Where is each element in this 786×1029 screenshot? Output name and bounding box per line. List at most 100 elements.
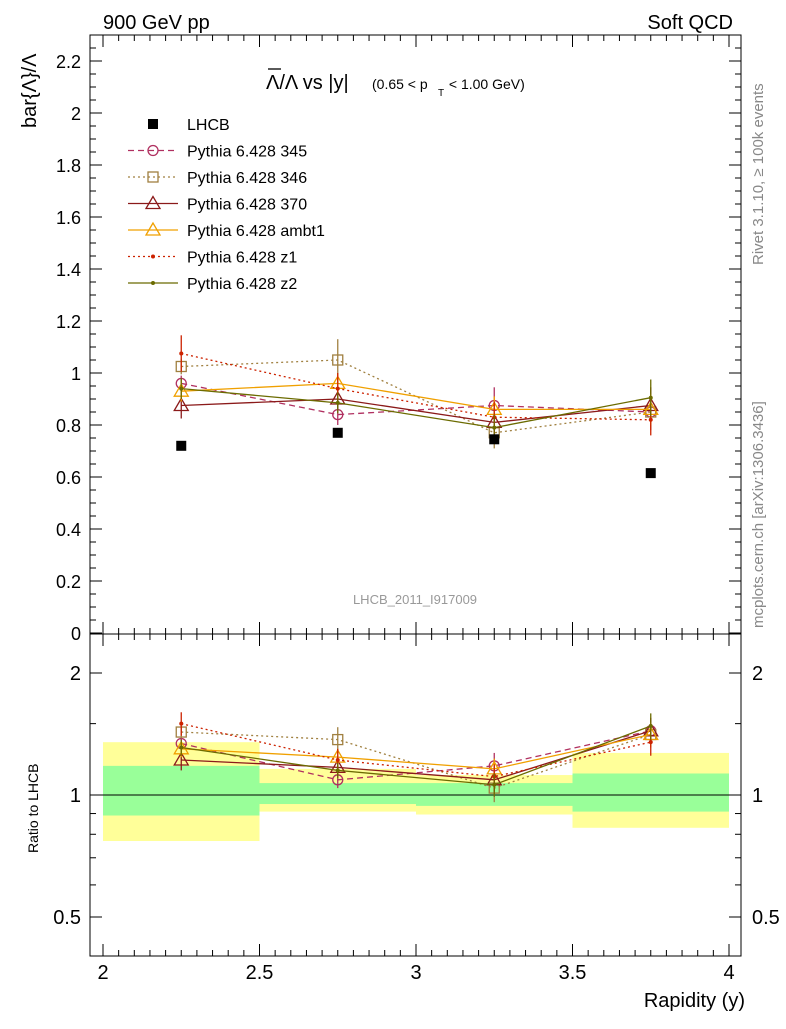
legend-entry: LHCB xyxy=(148,117,230,134)
main-y-tick-label: 0.4 xyxy=(56,520,81,540)
main-y-tick-label: 0.6 xyxy=(56,468,81,488)
legend-label: Pythia 6.428 z2 xyxy=(187,276,297,293)
series-line xyxy=(181,398,651,424)
ratio-series-point xyxy=(179,721,184,726)
ratio-band-green xyxy=(259,783,416,805)
series-5 xyxy=(179,378,653,441)
legend-entry: Pythia 6.428 370 xyxy=(128,195,307,214)
x-tick-label: 3.5 xyxy=(559,962,587,984)
legend-marker xyxy=(151,254,155,259)
lhcb-data-point xyxy=(332,427,343,438)
series-line xyxy=(181,352,651,421)
ratio-series-point xyxy=(179,745,184,750)
legend-marker xyxy=(147,144,159,157)
legend-entry: Pythia 6.428 z2 xyxy=(128,276,297,293)
legend-label: Pythia 6.428 ambt1 xyxy=(187,223,325,240)
ratio-band-green xyxy=(572,773,729,812)
legend-label: LHCB xyxy=(187,117,230,134)
plot-title-bin-suffix: < 1.00 GeV) xyxy=(445,76,525,92)
legend-entry: Pythia 6.428 z1 xyxy=(128,250,297,267)
ratio-y-tick-label: 1 xyxy=(70,785,81,807)
main-y-tick-label: 0 xyxy=(71,624,81,644)
ratio-series-point xyxy=(335,758,340,763)
lhcb-data-point xyxy=(489,434,500,445)
series-line xyxy=(181,382,651,411)
ratio-y-ticks: 0.5 0.5 1 1 2 2 xyxy=(53,663,780,929)
ratio-series-line xyxy=(181,730,651,781)
plot-title-bin-sub: T xyxy=(438,88,444,99)
x-tick-label: 2 xyxy=(97,962,108,984)
legend-label: Pythia 6.428 345 xyxy=(187,144,307,161)
main-y-tick-label: 0.2 xyxy=(56,572,81,592)
series-point xyxy=(179,351,184,356)
main-series-layer xyxy=(173,335,659,479)
header-right-label: Soft QCD xyxy=(647,12,733,34)
legend-marker xyxy=(144,221,162,236)
rivet-version-label: Rivet 3.1.10, ≥ 100k events xyxy=(750,83,767,265)
legend-marker xyxy=(148,119,158,129)
main-y-tick-label: 2 xyxy=(71,104,81,124)
ratio-y-tick-label-right: 0.5 xyxy=(752,907,780,929)
ratio-uncertainty-bands xyxy=(103,742,729,842)
series-point xyxy=(179,386,184,391)
ratio-y-axis-label: Ratio to LHCB xyxy=(25,764,41,853)
series-3 xyxy=(173,373,659,425)
x-tick-label: 3 xyxy=(410,962,421,984)
ratio-series-point xyxy=(492,782,497,787)
main-y-tick-label: 1.4 xyxy=(56,260,81,280)
x-axis-label: Rapidity (y) xyxy=(644,990,745,1012)
main-y-tick-label: 0.8 xyxy=(56,416,81,436)
ratio-series-point xyxy=(332,733,344,746)
ratio-series-line xyxy=(181,733,651,770)
x-tick-label: 4 xyxy=(723,962,734,984)
legend-label: Pythia 6.428 z1 xyxy=(187,250,297,267)
series-point xyxy=(492,425,497,430)
ratio-series-point xyxy=(335,768,340,773)
plot-title-main: Λ/Λ vs |y| xyxy=(266,72,349,94)
main-y-tick-label: 1.8 xyxy=(56,156,81,176)
ratio-y-tick-label: 0.5 xyxy=(53,907,81,929)
legend-label: Pythia 6.428 346 xyxy=(187,170,307,187)
series-line xyxy=(181,387,651,429)
main-y-ticks: 0 0.2 0.4 0.6 0.8 1 1.2 1.4 1.6 1.8 2 2.2 xyxy=(56,47,741,644)
ratio-y-tick-label-right: 2 xyxy=(752,663,763,685)
x-tick-label: 2.5 xyxy=(246,962,274,984)
legend: LHCB Pythia 6.428 345 Pythia 6.428 346 Pyth… xyxy=(128,117,325,293)
main-y-axis-label: bar{Λ}/Λ xyxy=(19,53,41,128)
main-plot-panel: LHCB_2011_I917009 Λ/Λ vs |y| (0.65 < p T… xyxy=(19,34,742,644)
series-point xyxy=(648,417,653,422)
mcplots-label: mcplots.cern.ch [arXiv:1306.3436] xyxy=(750,401,767,628)
ratio-series-point xyxy=(648,723,653,728)
ratio-series-5 xyxy=(179,713,653,797)
ratio-band-green xyxy=(103,765,260,816)
main-y-tick-label: 1.2 xyxy=(56,312,81,332)
header-left-label: 900 GeV pp xyxy=(103,12,210,34)
legend-entry: Pythia 6.428 346 xyxy=(128,170,307,187)
main-y-tick-label: 2.2 xyxy=(56,52,81,72)
series-1 xyxy=(175,339,657,449)
main-x-ticks xyxy=(102,35,730,634)
legend-marker xyxy=(147,171,159,183)
series-4 xyxy=(179,335,653,436)
series-point xyxy=(173,397,190,412)
legend-label: Pythia 6.428 370 xyxy=(187,197,307,214)
lhcb-data-point xyxy=(645,468,656,479)
legend-entry: Pythia 6.428 ambt1 xyxy=(128,221,325,240)
ratio-x-ticks: 2 2.5 3 3.5 4 xyxy=(97,634,735,984)
ratio-plot-panel: 0.5 0.5 1 1 2 2 2 2.5 3 3.5 4 Ratio to LHCB Rapid… xyxy=(25,633,780,1012)
legend-marker xyxy=(151,281,155,285)
series-point xyxy=(332,354,344,366)
legend-marker xyxy=(144,195,162,210)
plot-title: Λ/Λ vs |y| (0.65 < p T < 1.00 GeV) xyxy=(266,68,525,99)
lhcb-data xyxy=(176,427,656,479)
ratio-series-line xyxy=(181,723,651,778)
series-point xyxy=(335,386,340,391)
ratio-series-line xyxy=(181,725,651,786)
lhcb-data-point xyxy=(176,440,187,451)
ratio-series-point xyxy=(648,740,653,745)
main-y-tick-label: 1.6 xyxy=(56,208,81,228)
ratio-series-point xyxy=(173,751,190,766)
watermark-label: LHCB_2011_I917009 xyxy=(353,592,477,607)
ratio-y-tick-label: 2 xyxy=(70,663,81,685)
plot-title-bin-prefix: (0.65 < p xyxy=(372,76,428,92)
